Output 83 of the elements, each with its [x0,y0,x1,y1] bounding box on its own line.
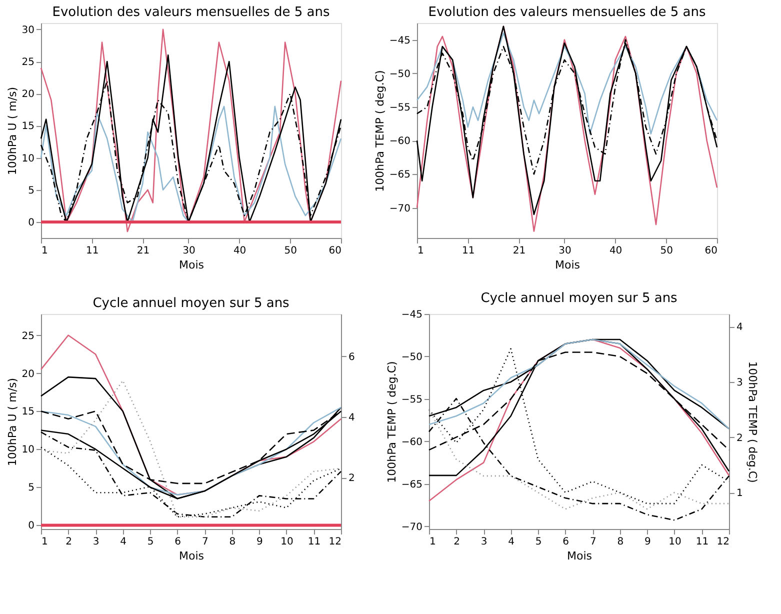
x-tick-label: 1 [42,246,48,256]
y-tick-label: 5 [28,482,34,494]
x-tick-label: 30 [558,246,572,256]
x-tick-label: 30 [182,246,196,256]
x-tick-label: 4 [120,536,127,548]
x-tick-label: 8 [229,536,236,548]
x-tick-label: 11 [86,246,99,256]
y-tick-label: 5 [28,185,34,196]
x-tick-label: 12 [716,536,730,548]
x-tick-label: 50 [660,246,674,256]
x-tick-label: 21 [512,246,526,256]
y-tick-label: −60 [389,136,410,148]
y-tick-label: 20 [22,89,34,100]
y-tick-label: −70 [401,522,422,533]
chart-title: Cycle annuel moyen sur 5 ans [92,296,290,311]
x-tick-label: 1 [430,536,436,548]
x-tick-label: 6 [562,536,570,548]
y2-tick-label: 3 [736,377,743,388]
y-axis-title: 100hPa TEMP ( deg.C) [385,361,398,483]
y-tick-label: −55 [401,394,422,406]
y-tick-label: −60 [401,436,422,448]
x-tick-label: 11 [462,246,475,256]
x-tick-label: 2 [66,536,72,548]
y-tick-label: 25 [22,57,34,68]
chart-title: Cycle annuel moyen sur 5 ans [480,291,678,306]
x-tick-label: 6 [174,536,182,548]
x-axis-title: Mois [178,258,204,272]
y2-tick-label: 2 [348,473,355,484]
y-tick-label: −70 [389,203,410,214]
y-tick-label: 15 [22,406,34,418]
x-tick-label: 5 [147,536,154,548]
y-tick-label: 15 [22,121,34,132]
y2-tick-label: 1 [736,488,743,500]
y2-tick-label: 6 [348,352,355,363]
y-tick-label: −45 [389,35,410,46]
x-tick-label: 7 [590,536,596,548]
y-tick-label: 10 [22,444,34,456]
y-tick-label: 0 [28,520,34,532]
chart-title: Evolution des valeurs mensuelles de 5 ans [52,5,330,20]
y-tick-label: 25 [22,330,34,342]
x-tick-label: 50 [284,246,298,256]
y2-tick-label: 4 [348,412,355,424]
x-tick-label: 60 [704,246,718,256]
x-axis-title: Mois [554,258,580,272]
x-axis-title: Mois [566,550,592,562]
x-axis-title: Mois [178,550,204,562]
x-tick-label: 40 [609,246,622,256]
x-tick-label: 11 [696,536,709,548]
x-tick-label: 40 [233,246,246,256]
x-tick-label: 10 [280,536,294,548]
y-tick-label: −50 [401,352,422,363]
y-tick-label: −45 [401,310,422,320]
x-tick-label: 21 [136,246,150,256]
x-tick-label: 9 [644,536,651,548]
y-tick-label: −65 [389,170,410,181]
y-tick-label: 30 [22,24,34,36]
x-tick-label: 2 [454,536,460,548]
y-tick-label: 20 [22,368,34,380]
chart-title: Evolution des valeurs mensuelles de 5 ans [428,5,706,20]
x-tick-label: 8 [617,536,624,548]
y-tick-label: −50 [389,68,410,80]
x-tick-label: 4 [508,536,515,548]
x-tick-label: 60 [328,246,342,256]
y2-tick-label: 2 [736,432,743,444]
y-tick-label: 0 [28,217,34,228]
x-tick-label: 11 [308,536,321,548]
y-axis-title: 100hPa U ( m/s) [6,86,19,176]
y-tick-label: −65 [401,479,422,490]
x-tick-label: 5 [535,536,542,548]
y-axis-title: 100hPa TEMP ( deg.C) [373,70,386,192]
x-tick-label: 1 [42,536,48,548]
x-tick-label: 1 [418,246,424,256]
x-tick-label: 9 [256,536,263,548]
x-tick-label: 3 [92,536,100,548]
y-tick-label: −55 [389,102,410,114]
y-axis-title: 100hPa U ( m/s) [6,378,19,466]
x-tick-label: 7 [202,536,208,548]
x-tick-label: 3 [480,536,488,548]
y2-tick-label: 4 [736,322,743,334]
y2-axis-title: 100hPa TEMP ( deg.C) [746,361,759,483]
x-tick-label: 10 [668,536,682,548]
y-tick-label: 10 [22,153,34,164]
x-tick-label: 12 [328,536,342,548]
